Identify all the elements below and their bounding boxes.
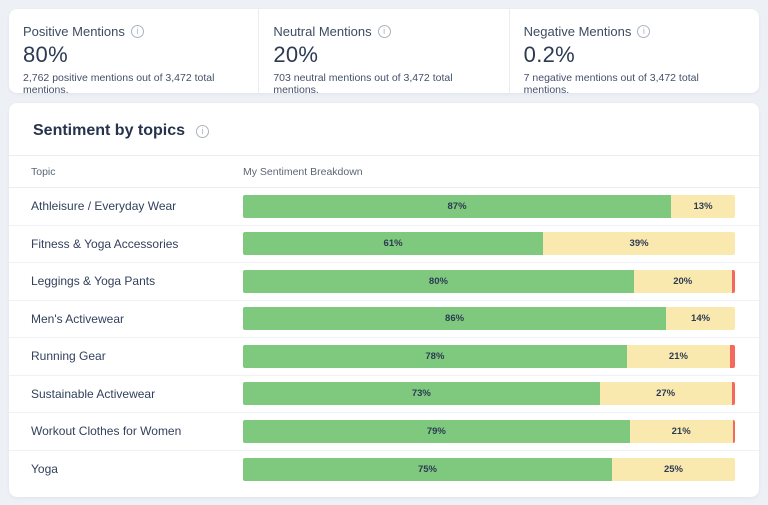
sentiment-bar: 78% 21% xyxy=(243,344,735,368)
topic-label: Leggings & Yoga Pants xyxy=(31,274,156,289)
neutral-mentions-value: 20% xyxy=(273,42,319,67)
positive-mentions-card: Positive Mentions i 80% 2,762 positive m… xyxy=(9,9,258,96)
table-row: Men's Activewear 86% 14% xyxy=(9,301,759,338)
sentiment-bar: 86% 14% xyxy=(243,307,735,331)
neutral-bar-segment[interactable]: 13% xyxy=(671,194,735,218)
positive-mentions-value: 80% xyxy=(23,42,68,67)
column-header-breakdown: My Sentiment Breakdown xyxy=(243,165,363,178)
table-row: Athleisure / Everyday Wear 87% 13% xyxy=(9,188,759,226)
negative-bar-segment[interactable] xyxy=(731,382,735,406)
info-icon[interactable]: i xyxy=(377,25,391,38)
table-row: Yoga 75% 25% xyxy=(9,451,759,489)
topic-label: Athleisure / Everyday Wear xyxy=(31,199,177,214)
topic-label: Running Gear xyxy=(31,349,106,364)
section-title: Sentiment by topics xyxy=(33,122,186,139)
neutral-bar-segment[interactable]: 14% xyxy=(666,307,735,331)
positive-bar-segment[interactable]: 80% xyxy=(243,269,634,293)
table-row: Sustainable Activewear 73% 27% xyxy=(9,376,759,413)
neutral-bar-segment[interactable]: 21% xyxy=(626,344,731,368)
sentiment-bar: 87% 13% xyxy=(243,194,735,218)
positive-bar-segment[interactable]: 61% xyxy=(243,232,544,256)
negative-bar-segment[interactable] xyxy=(732,419,735,443)
positive-mentions-description: 2,762 positive mentions out of 3,472 tot… xyxy=(23,72,215,96)
topic-label: Workout Clothes for Women xyxy=(31,424,182,439)
topics-table-header: Topic My Sentiment Breakdown xyxy=(9,155,759,188)
topics-table-body: Athleisure / Everyday Wear 87% 13% Fitnes… xyxy=(9,188,759,488)
column-header-topic: Topic xyxy=(31,165,56,178)
info-icon[interactable]: i xyxy=(130,25,144,38)
sentiment-by-topics-panel: Sentiment by topics i Topic My Sentiment… xyxy=(9,103,759,497)
card-title: Negative Mentions xyxy=(523,24,632,39)
sentiment-bar: 73% 27% xyxy=(243,382,735,406)
neutral-mentions-description: 703 neutral mentions out of 3,472 total … xyxy=(273,72,453,96)
positive-bar-segment[interactable]: 79% xyxy=(243,419,630,443)
positive-bar-segment[interactable]: 86% xyxy=(243,307,667,331)
table-row: Workout Clothes for Women 79% 21% xyxy=(9,413,759,451)
negative-bar-segment[interactable] xyxy=(731,269,735,293)
card-title: Positive Mentions xyxy=(23,24,125,39)
sentiment-bar: 61% 39% xyxy=(243,232,735,256)
negative-bar-segment[interactable] xyxy=(730,344,735,368)
neutral-bar-segment[interactable]: 39% xyxy=(543,232,735,256)
topic-label: Yoga xyxy=(31,462,58,477)
neutral-bar-segment[interactable]: 25% xyxy=(612,457,735,481)
topic-label: Sustainable Activewear xyxy=(31,386,156,401)
table-row: Running Gear 78% 21% xyxy=(9,338,759,376)
neutral-mentions-card: Neutral Mentions i 20% 703 neutral menti… xyxy=(258,9,508,96)
info-icon[interactable]: i xyxy=(637,25,651,38)
positive-bar-segment[interactable]: 78% xyxy=(243,344,627,368)
positive-bar-segment[interactable]: 87% xyxy=(243,194,672,218)
positive-bar-segment[interactable]: 73% xyxy=(243,382,600,406)
sentiment-bar: 79% 21% xyxy=(243,419,735,443)
info-icon[interactable]: i xyxy=(196,124,210,138)
neutral-bar-segment[interactable]: 20% xyxy=(633,269,732,293)
topic-label: Fitness & Yoga Accessories xyxy=(31,236,179,251)
sentiment-bar: 80% 20% xyxy=(243,269,735,293)
negative-mentions-description: 7 negative mentions out of 3,472 total m… xyxy=(523,72,699,96)
table-row: Fitness & Yoga Accessories 61% 39% xyxy=(9,226,759,263)
negative-mentions-card: Negative Mentions i 0.2% 7 negative ment… xyxy=(508,9,759,96)
topic-label: Men's Activewear xyxy=(31,311,124,326)
neutral-bar-segment[interactable]: 27% xyxy=(599,382,732,406)
negative-mentions-value: 0.2% xyxy=(523,42,576,67)
card-title: Neutral Mentions xyxy=(273,24,372,39)
sentiment-bar: 75% 25% xyxy=(243,457,735,481)
neutral-bar-segment[interactable]: 21% xyxy=(629,419,733,443)
positive-bar-segment[interactable]: 75% xyxy=(243,457,612,481)
summary-cards-panel: Positive Mentions i 80% 2,762 positive m… xyxy=(9,9,759,96)
table-row: Leggings & Yoga Pants 80% 20% xyxy=(9,263,759,301)
